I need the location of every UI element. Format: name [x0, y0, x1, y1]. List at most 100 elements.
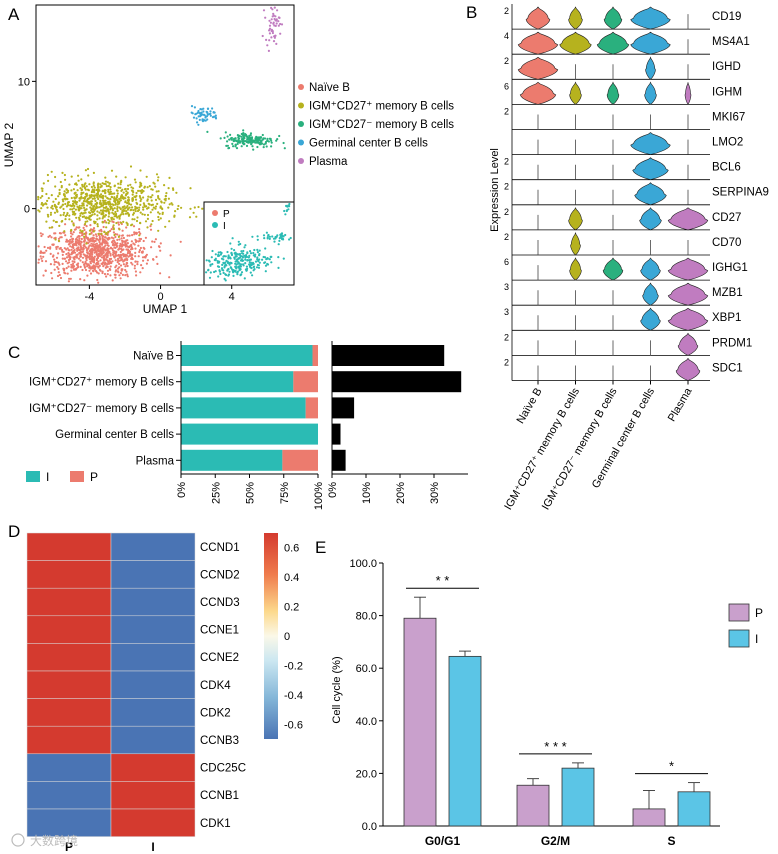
umap-point-igm_neg	[234, 143, 237, 146]
umap-point-gc	[196, 121, 199, 124]
umap-point-igm_neg	[242, 132, 245, 135]
umap-point-naive	[133, 233, 136, 236]
umap-point-igm_pos	[96, 223, 99, 226]
umap-point-gc	[214, 114, 217, 117]
umap-point-igm_pos	[80, 191, 83, 194]
inset-point	[243, 277, 246, 280]
umap-point-igm_pos	[173, 215, 176, 218]
heatmap-colorbar-tick-label: -0.2	[284, 660, 303, 672]
umap-point-igm_neg	[249, 132, 253, 135]
umap-point-igm_pos	[112, 227, 115, 230]
proportion-axes: 0% 25% 50% 75% 100% 0% 10% 20% 30%	[176, 341, 468, 510]
inset-point	[219, 272, 222, 276]
umap-point-igm_pos	[125, 190, 128, 193]
umap-point-naive	[78, 231, 82, 234]
umap-point-igm_pos	[84, 195, 87, 199]
umap-point-naive	[149, 228, 153, 231]
inset-point	[220, 267, 224, 270]
inset-point	[287, 204, 291, 208]
umap-point-naive	[89, 260, 92, 263]
umap-point-igm_pos	[142, 196, 145, 199]
inset-point	[266, 236, 269, 239]
umap-point-naive	[60, 248, 64, 252]
umap-point-igm_pos	[126, 192, 129, 195]
umap-point-igm_pos	[119, 183, 122, 186]
umap-point-naive	[108, 267, 111, 271]
violin-shape	[645, 56, 656, 80]
umap-point-igm_pos	[104, 183, 107, 186]
umap-point-igm_neg	[228, 138, 231, 141]
umap-point-naive	[91, 253, 94, 256]
umap-point-igm_pos	[92, 182, 95, 185]
umap-point-igm_pos	[83, 186, 86, 189]
heatmap-row-label: CDK4	[200, 680, 231, 692]
umap-point-igm_pos	[146, 207, 149, 210]
umap-point-naive	[75, 226, 78, 229]
umap-point-igm_pos	[76, 189, 79, 192]
violin-max-label: 3	[504, 307, 509, 317]
umap-point-igm_pos	[139, 190, 142, 193]
inset-point	[256, 238, 259, 241]
violin-shape	[642, 282, 659, 306]
umap-point-igm_neg	[225, 144, 228, 147]
umap-point-naive	[101, 241, 104, 244]
umap-point-naive	[92, 243, 95, 246]
heatmap-colorbar-tick-label: -0.4	[284, 690, 303, 702]
umap-point-igm_pos	[89, 218, 92, 221]
umap-point-naive	[138, 237, 141, 240]
inset-point	[277, 266, 280, 269]
umap-point-igm_pos	[70, 175, 73, 178]
inset-point	[277, 243, 280, 246]
umap-point-naive	[72, 231, 75, 234]
umap-point-naive	[117, 254, 120, 257]
inset-point	[225, 259, 228, 262]
umap-point-igm_pos	[64, 178, 67, 181]
umap-point-igm_pos	[41, 189, 44, 193]
umap-point-igm_neg	[206, 130, 209, 133]
umap-point-igm_pos	[105, 232, 108, 235]
umap-point-igm_pos	[107, 215, 110, 218]
inset-point	[251, 235, 254, 238]
umap-point-igm_pos	[100, 185, 103, 188]
umap-point-naive	[67, 265, 70, 268]
inset-point	[263, 261, 266, 264]
umap-point-igm_pos	[168, 220, 171, 223]
umap-point-igm_pos	[117, 186, 120, 189]
umap-point-igm_neg	[266, 137, 269, 140]
umap-point-plasma	[279, 22, 282, 26]
umap-point-igm_pos	[63, 173, 66, 177]
umap-point-igm_pos	[154, 205, 158, 208]
umap-point-plasma	[267, 49, 270, 53]
cell-cycle-legend-label: I	[755, 632, 758, 646]
inset-point	[255, 266, 259, 269]
umap-point-naive	[130, 253, 133, 256]
umap-point-igm_neg	[229, 137, 233, 140]
inset-point	[252, 251, 255, 255]
umap-point-igm_pos	[89, 215, 92, 218]
umap-point-naive	[79, 259, 82, 262]
umap-point-naive	[88, 269, 91, 272]
umap-point-igm_neg	[245, 144, 249, 147]
inset-point	[270, 255, 273, 258]
umap-point-igm_pos	[54, 185, 57, 188]
umap-point-igm_pos	[101, 221, 104, 224]
umap-point-naive	[92, 257, 95, 260]
umap-point-naive	[141, 267, 144, 270]
inset-point	[268, 258, 271, 261]
umap-point-naive	[106, 244, 109, 247]
umap-point-igm_pos	[93, 197, 96, 200]
umap-point-naive	[80, 237, 83, 241]
violin-gene-label: BCL6	[712, 162, 741, 174]
heatmap-cell	[26, 615, 112, 644]
umap-point-igm_pos	[72, 207, 75, 210]
umap-point-naive	[139, 232, 142, 235]
umap-point-igm_pos	[75, 183, 78, 186]
umap-point-igm_pos	[118, 206, 121, 209]
umap-point-naive	[109, 252, 112, 255]
violin-max-label: 2	[504, 207, 509, 217]
umap-point-naive	[80, 234, 84, 237]
umap-point-igm_pos	[177, 204, 180, 208]
umap-point-igm_pos	[69, 204, 72, 207]
umap-point-naive	[106, 254, 109, 257]
violin-x-label: Plasma	[666, 385, 695, 424]
